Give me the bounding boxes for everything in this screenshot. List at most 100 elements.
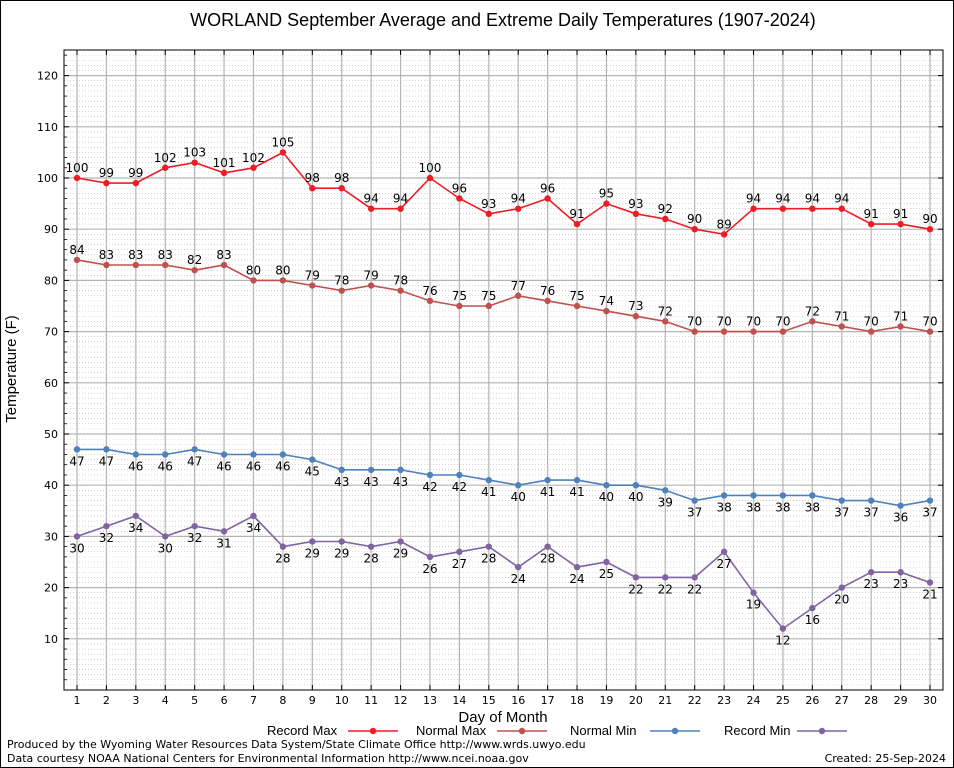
- data-label: 22: [628, 582, 643, 596]
- x-tick-label: 9: [309, 694, 316, 707]
- data-label: 84: [69, 243, 84, 257]
- data-point: [250, 164, 257, 171]
- data-label: 99: [99, 166, 114, 180]
- data-label: 91: [569, 207, 584, 221]
- data-label: 43: [393, 475, 408, 489]
- legend-marker: [518, 727, 526, 735]
- data-point: [632, 210, 640, 218]
- data-point: [338, 538, 345, 545]
- data-point: [897, 502, 904, 509]
- data-label: 46: [246, 459, 261, 473]
- y-tick-label: 100: [37, 172, 58, 185]
- data-point: [367, 205, 375, 212]
- data-label: 75: [569, 289, 584, 303]
- data-label: 77: [511, 279, 526, 293]
- y-tick-label: 80: [44, 274, 58, 287]
- data-label: 79: [363, 269, 378, 283]
- data-point: [191, 159, 198, 166]
- data-point: [897, 220, 904, 228]
- y-tick-label: 20: [44, 582, 58, 595]
- data-label: 83: [99, 248, 114, 262]
- data-label: 20: [834, 593, 849, 607]
- data-point: [809, 492, 816, 499]
- data-label: 102: [242, 151, 265, 165]
- data-label: 94: [805, 192, 820, 206]
- data-point: [426, 471, 434, 479]
- data-point: [779, 328, 787, 335]
- x-tick-label: 18: [570, 694, 584, 707]
- data-label: 93: [481, 197, 496, 211]
- data-label: 24: [569, 572, 584, 586]
- data-label: 27: [716, 557, 731, 571]
- x-tick-label: 10: [335, 694, 349, 707]
- data-label: 79: [305, 269, 320, 283]
- data-label: 94: [746, 192, 761, 206]
- x-tick-label: 2: [103, 694, 110, 707]
- data-label: 40: [628, 490, 643, 504]
- series-line: [77, 448, 931, 507]
- data-label: 47: [99, 454, 114, 468]
- data-label: 78: [393, 274, 408, 288]
- chart-title: WORLAND September Average and Extreme Da…: [190, 10, 816, 30]
- data-point: [662, 318, 669, 325]
- data-point: [397, 538, 404, 545]
- data-point: [867, 569, 875, 576]
- data-label: 90: [687, 212, 702, 226]
- x-tick-label: 28: [864, 694, 878, 707]
- data-point: [515, 482, 522, 489]
- data-point: [162, 533, 169, 540]
- data-label: 46: [275, 459, 290, 473]
- data-point: [691, 328, 698, 335]
- data-label: 82: [187, 253, 202, 267]
- data-label: 70: [716, 315, 731, 329]
- data-label: 46: [216, 459, 231, 473]
- data-point: [220, 451, 228, 458]
- x-tick-label: 11: [364, 694, 378, 707]
- data-point: [838, 584, 845, 591]
- data-point: [544, 297, 551, 305]
- x-tick-label: 27: [835, 694, 849, 707]
- data-point: [279, 451, 287, 458]
- data-label: 23: [893, 577, 908, 591]
- data-point: [779, 492, 787, 499]
- data-label: 98: [305, 171, 320, 185]
- data-label: 45: [305, 465, 320, 479]
- data-point: [485, 302, 492, 310]
- data-label: 39: [658, 495, 673, 509]
- data-label: 34: [246, 521, 261, 535]
- data-point: [897, 323, 904, 330]
- data-point: [838, 497, 845, 504]
- data-label: 32: [99, 531, 114, 545]
- data-label: 75: [452, 289, 467, 303]
- data-point: [279, 277, 287, 284]
- plot-area: [64, 50, 943, 690]
- data-label: 98: [334, 171, 349, 185]
- legend-marker: [369, 727, 377, 735]
- data-point: [103, 179, 110, 187]
- x-tick-label: 29: [894, 694, 908, 707]
- data-label: 71: [893, 309, 908, 323]
- data-label: 38: [805, 500, 820, 514]
- data-point: [603, 558, 610, 566]
- data-label: 91: [864, 207, 879, 221]
- y-tick-label: 30: [44, 530, 58, 543]
- data-point: [220, 261, 228, 269]
- x-tick-label: 7: [250, 694, 257, 707]
- data-point: [250, 277, 257, 284]
- data-label: 70: [864, 315, 879, 329]
- data-label: 28: [275, 552, 290, 566]
- data-label: 96: [452, 181, 467, 195]
- series-line: [76, 259, 931, 333]
- data-label: 94: [775, 192, 790, 206]
- y-tick-label: 110: [37, 121, 58, 134]
- data-point: [132, 512, 140, 520]
- data-point: [426, 297, 434, 305]
- data-point: [162, 164, 169, 171]
- data-label: 29: [334, 547, 349, 561]
- data-point: [397, 205, 404, 212]
- data-point: [250, 512, 257, 520]
- data-point: [191, 446, 198, 453]
- data-point: [309, 282, 316, 289]
- data-label: 94: [834, 192, 849, 206]
- data-label: 101: [213, 156, 236, 170]
